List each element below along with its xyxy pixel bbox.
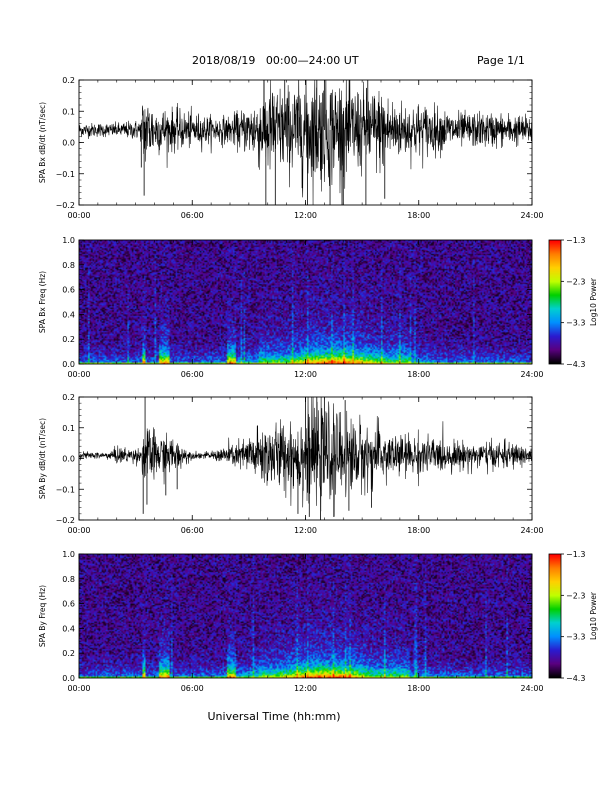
colorbar	[549, 240, 561, 364]
plot-frame	[78, 79, 533, 206]
x-tick-label: 12:00	[294, 211, 317, 220]
colorbar-label: Log10 Power	[589, 591, 598, 640]
colorbar-tick-label: −1.3	[566, 236, 585, 245]
x-tick-label: 00:00	[67, 526, 90, 535]
y-tick-label: 0.0	[62, 139, 75, 148]
colorbar-tick-label: −4.3	[566, 674, 585, 683]
x-tick-label: 12:00	[294, 684, 317, 693]
colorbar-tick-label: −3.3	[566, 319, 585, 328]
y-tick-label: 0.2	[62, 649, 75, 658]
x-tick-label: 24:00	[520, 370, 543, 379]
page-number: Page 1/1	[477, 54, 525, 67]
x-tick-label: 24:00	[520, 526, 543, 535]
y-tick-label: 1.0	[62, 550, 75, 559]
y-tick-label: −0.2	[56, 516, 75, 525]
x-tick-label: 06:00	[181, 684, 204, 693]
colorbar-frame	[548, 239, 562, 365]
plot-frame	[78, 396, 533, 521]
colorbar-tick-label: −2.3	[566, 277, 585, 286]
x-tick-label: 06:00	[181, 211, 204, 220]
spectrogram-image	[79, 554, 532, 678]
colorbar-frame	[548, 553, 562, 679]
x-tick-label: 24:00	[520, 684, 543, 693]
x-tick-label: 18:00	[407, 526, 430, 535]
y-axis-label: SPA Bx dB/dt (nT/sec)	[38, 102, 47, 183]
x-tick-label: 00:00	[67, 370, 90, 379]
y-tick-label: 1.0	[62, 236, 75, 245]
colorbar-label: Log10 Power	[589, 277, 598, 326]
y-axis-label: SPA By dB/dt (nT/sec)	[38, 418, 47, 499]
page-title: 2018/08/19 00:00—24:00 UT	[192, 54, 359, 67]
y-tick-label: −0.1	[56, 485, 75, 494]
y-tick-label: 0.4	[62, 624, 75, 633]
y-tick-label: 0.2	[62, 335, 75, 344]
y-tick-label: 0.0	[62, 674, 75, 683]
colorbar-tick-label: −2.3	[566, 591, 585, 600]
y-tick-label: 0.4	[62, 310, 75, 319]
x-tick-label: 12:00	[294, 526, 317, 535]
x-tick-label: 06:00	[181, 370, 204, 379]
x-axis-title: Universal Time (hh:mm)	[208, 710, 341, 723]
x-tick-label: 00:00	[67, 211, 90, 220]
y-axis-label: SPA Bx Freq (Hz)	[38, 271, 47, 333]
x-tick-label: 18:00	[407, 684, 430, 693]
x-tick-label: 00:00	[67, 684, 90, 693]
y-tick-label: 0.6	[62, 286, 75, 295]
y-tick-label: 0.6	[62, 600, 75, 609]
x-tick-label: 18:00	[407, 211, 430, 220]
colorbar-tick-label: −4.3	[566, 360, 585, 369]
spectrogram-image	[79, 240, 532, 364]
plot-frame	[78, 239, 533, 365]
y-tick-label: 0.0	[62, 455, 75, 464]
y-tick-label: 0.8	[62, 261, 75, 270]
x-tick-label: 24:00	[520, 211, 543, 220]
y-tick-label: 0.2	[62, 393, 75, 402]
x-tick-label: 18:00	[407, 370, 430, 379]
y-tick-label: −0.2	[56, 201, 75, 210]
y-tick-label: 0.0	[62, 360, 75, 369]
x-tick-label: 12:00	[294, 370, 317, 379]
colorbar-tick-label: −1.3	[566, 550, 585, 559]
y-tick-label: 0.1	[62, 424, 75, 433]
series-line	[79, 80, 532, 205]
y-tick-label: 0.1	[62, 107, 75, 116]
y-axis-label: SPA By Freq (Hz)	[38, 585, 47, 647]
y-tick-label: 0.8	[62, 575, 75, 584]
y-tick-label: −0.1	[56, 170, 75, 179]
y-tick-label: 0.2	[62, 76, 75, 85]
series-line	[79, 397, 532, 517]
x-tick-label: 06:00	[181, 526, 204, 535]
colorbar	[549, 554, 561, 678]
colorbar-tick-label: −3.3	[566, 633, 585, 642]
plot-frame	[78, 553, 533, 679]
